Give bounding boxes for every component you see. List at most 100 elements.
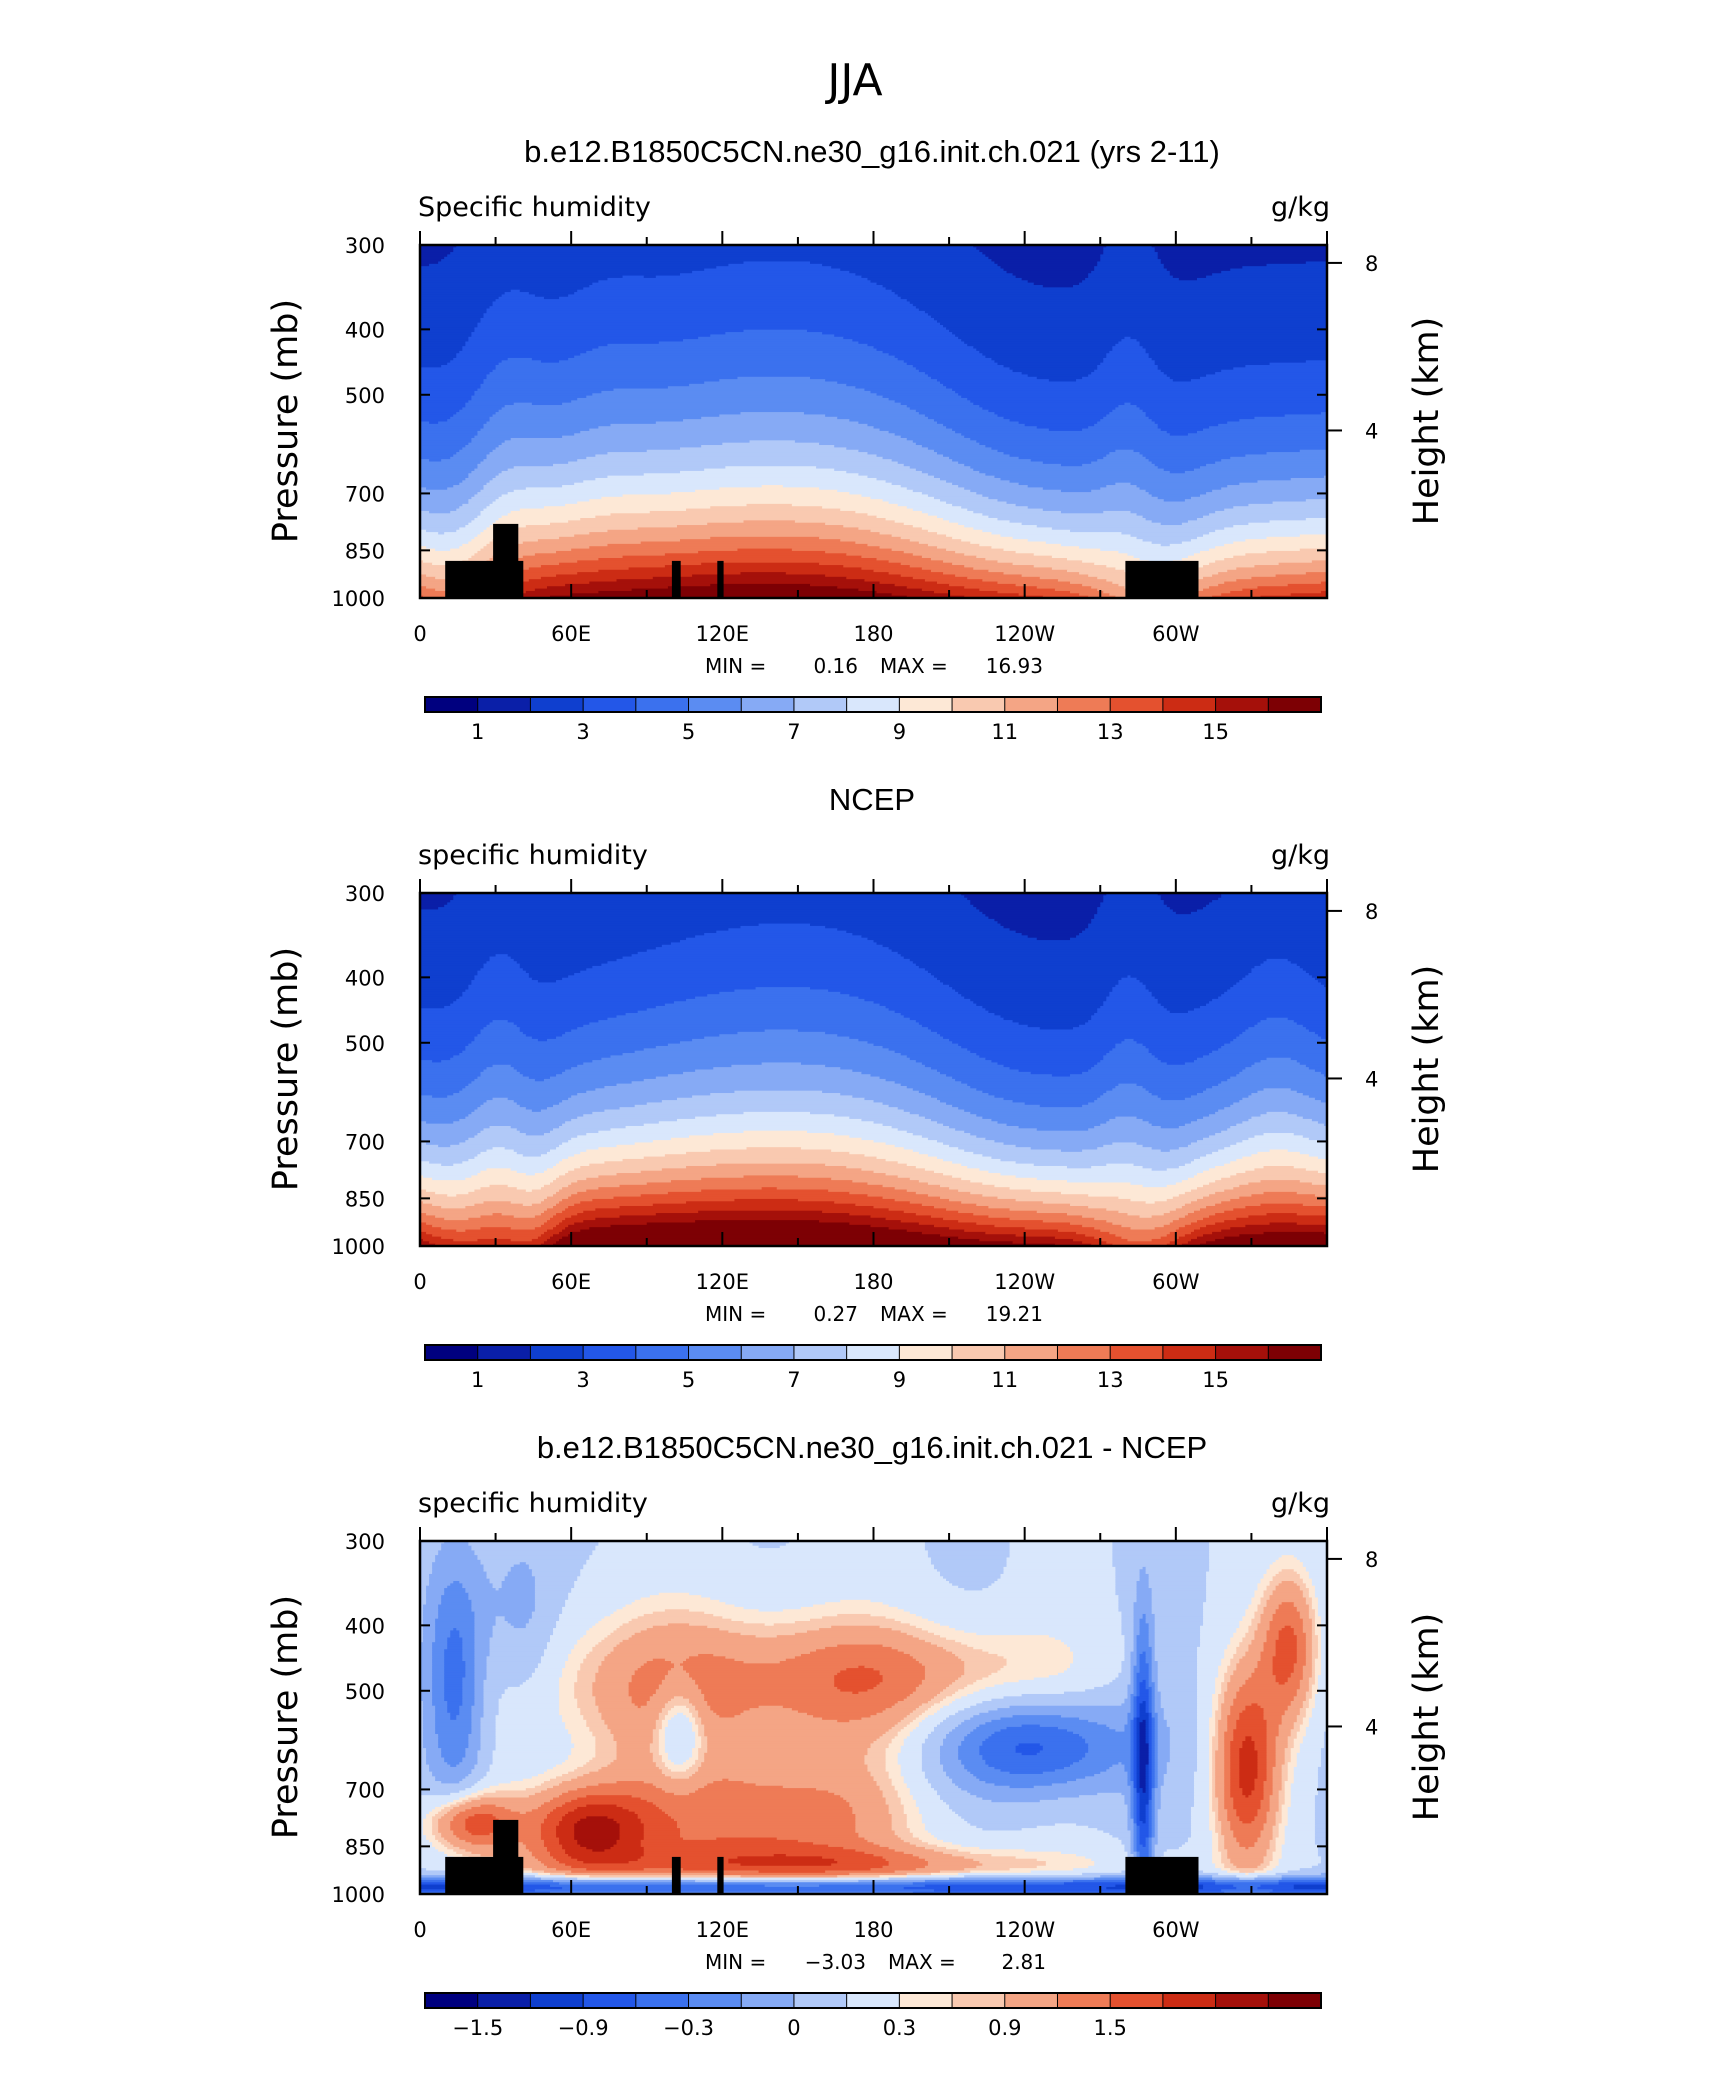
contour-cell xyxy=(897,1606,1119,1610)
contour-cell xyxy=(997,449,1116,453)
contour-cell xyxy=(988,1675,1050,1679)
contour-cell xyxy=(737,376,811,380)
contour-cell xyxy=(471,1175,560,1179)
contour-cell xyxy=(531,1613,560,1617)
contour-cell xyxy=(534,1609,563,1613)
contour-cell xyxy=(1088,1020,1262,1024)
contour-cell xyxy=(876,477,941,481)
contour-cell xyxy=(1248,1630,1256,1634)
colorbar-swatch xyxy=(1267,696,1323,713)
contour-cell xyxy=(1148,1625,1156,1629)
contour-cell xyxy=(1224,543,1327,547)
contour-cell xyxy=(1060,1639,1126,1643)
contour-cell xyxy=(1154,1703,1162,1707)
contour-cell xyxy=(1296,1022,1327,1026)
contour-cell xyxy=(689,1710,699,1714)
contour-cell xyxy=(870,1074,947,1078)
contour-cell xyxy=(982,529,1071,533)
x-tick-label: 0 xyxy=(413,622,426,646)
contour-cell xyxy=(695,1708,711,1712)
contour-cell xyxy=(634,1142,887,1146)
contour-cell xyxy=(1314,1621,1322,1624)
contour-cell xyxy=(1320,1616,1327,1620)
contour-cell xyxy=(507,492,672,496)
contour-cell xyxy=(1227,1717,1240,1721)
contour-cell xyxy=(540,1201,560,1205)
contour-cell xyxy=(689,1672,838,1676)
contour-cell xyxy=(489,1653,545,1657)
contour-cell xyxy=(1311,1649,1319,1653)
contour-cell xyxy=(574,292,896,296)
contour-cell xyxy=(1136,536,1198,540)
contour-cell xyxy=(1148,1684,1156,1688)
contour-cell xyxy=(673,1001,875,1005)
contour-cell xyxy=(471,1606,536,1610)
contour-cell xyxy=(580,1710,599,1714)
contour-cell xyxy=(432,1691,445,1695)
contour-cell xyxy=(924,579,983,583)
contour-cell xyxy=(1203,1616,1243,1620)
contour-cell xyxy=(420,1151,482,1155)
contour-cell xyxy=(574,482,893,486)
contour-cell xyxy=(1224,1691,1237,1695)
contour-cell xyxy=(1248,1095,1310,1099)
contour-cell xyxy=(940,1701,953,1704)
contour-cell xyxy=(882,1602,1119,1606)
contour-cell xyxy=(420,256,445,260)
contour-cell xyxy=(1200,1644,1228,1648)
contour-cell xyxy=(1269,1597,1307,1601)
contour-cell xyxy=(1254,565,1327,568)
contour-cell xyxy=(646,449,859,453)
contour-cell xyxy=(1094,423,1159,427)
contour-cell xyxy=(438,1604,472,1608)
contour-cell xyxy=(1296,1571,1310,1575)
colorbar-swatch xyxy=(424,696,479,713)
contour-cell xyxy=(713,1067,841,1071)
contour-cell xyxy=(1218,1719,1228,1723)
contour-cell xyxy=(1317,1639,1322,1643)
contour-cell xyxy=(534,1595,569,1599)
contour-cell xyxy=(915,1708,929,1712)
contour-cell xyxy=(453,895,965,899)
contour-cell xyxy=(692,1677,835,1681)
contour-cell xyxy=(444,1686,463,1690)
contour-cell xyxy=(1266,1017,1289,1021)
contour-cell xyxy=(927,494,983,498)
contour-cell xyxy=(1251,1597,1262,1601)
contour-cell xyxy=(1088,426,1159,430)
contour-cell xyxy=(1272,1618,1304,1622)
contour-cell xyxy=(420,1100,488,1104)
contour-cell xyxy=(477,1154,524,1158)
contour-cell xyxy=(559,1689,575,1693)
contour-cell xyxy=(676,525,844,528)
contour-cell xyxy=(568,294,899,298)
contour-cell xyxy=(465,1590,536,1594)
contour-cell xyxy=(1278,1571,1298,1575)
contour-cell xyxy=(870,390,956,394)
contour-cell xyxy=(534,1604,566,1608)
contour-cell xyxy=(459,1581,491,1584)
contour-cell xyxy=(882,944,1327,948)
contour-cell xyxy=(420,1241,430,1245)
contour-cell xyxy=(973,1646,1071,1650)
contour-cell xyxy=(420,1578,430,1582)
contour-cell xyxy=(1233,1672,1253,1676)
contour-cell xyxy=(1187,1010,1327,1014)
contour-cell xyxy=(915,1020,1014,1024)
contour-cell xyxy=(534,1585,575,1589)
contour-cell xyxy=(420,1583,430,1587)
contour-cell xyxy=(1290,593,1327,597)
contour-cell xyxy=(710,1149,832,1153)
contour-cell xyxy=(1302,1623,1313,1627)
contour-cell xyxy=(849,1036,944,1040)
contour-cell xyxy=(1085,1689,1129,1693)
contour-cell xyxy=(1160,1060,1195,1064)
contour-cell xyxy=(420,325,479,328)
contour-cell xyxy=(471,1604,536,1608)
contour-cell xyxy=(982,579,1059,583)
contour-cell xyxy=(958,1236,1056,1240)
contour-cell xyxy=(686,998,866,1002)
contour-cell xyxy=(879,546,938,550)
panel-title: NCEP xyxy=(829,782,915,817)
contour-cell xyxy=(420,1653,433,1657)
